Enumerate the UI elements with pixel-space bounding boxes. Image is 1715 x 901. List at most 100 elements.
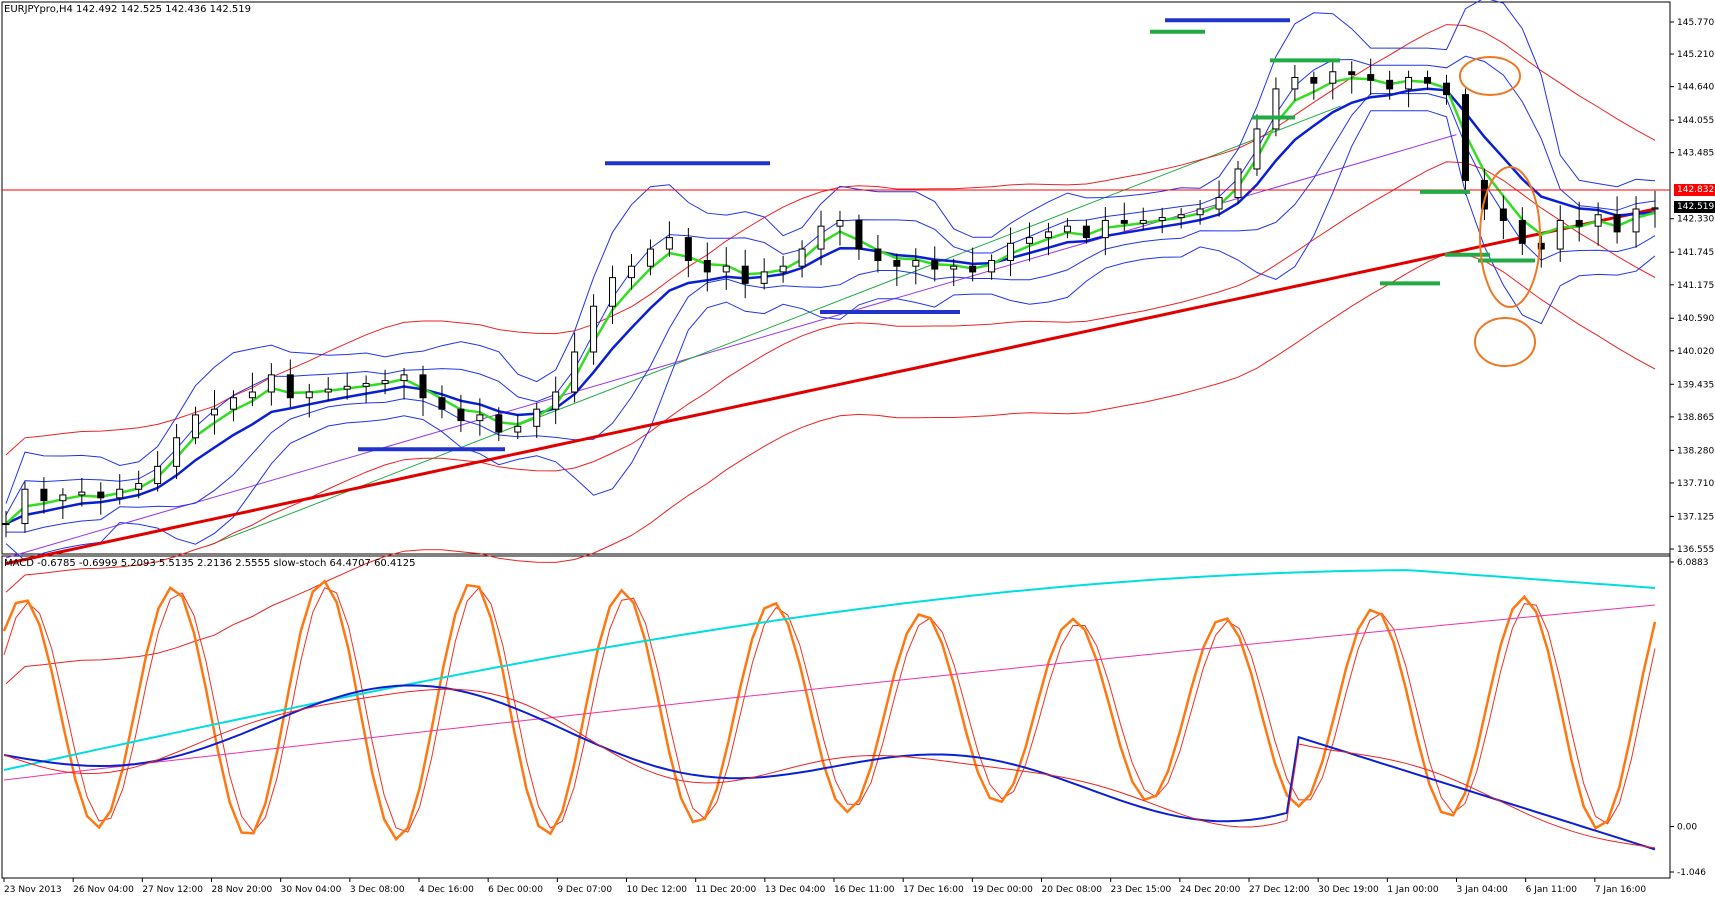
time-tick-label: 30 Dec 19:00 [1318, 885, 1379, 895]
candle-body [969, 265, 977, 273]
time-tick-label: 24 Dec 20:00 [1180, 885, 1241, 895]
band-upper-outer [5, 0, 1656, 504]
candle-body [1044, 231, 1052, 239]
candle-body [1291, 76, 1299, 90]
price-tick-label: 140.020 [1677, 347, 1714, 357]
candle-body [1196, 208, 1204, 216]
candle-body [135, 483, 143, 490]
price-tick-label: 136.555 [1677, 545, 1714, 555]
time-tick-label: 27 Nov 12:00 [142, 885, 203, 895]
time-tick-label: 20 Dec 08:00 [1042, 885, 1103, 895]
candle-body [798, 248, 806, 267]
candle-body [760, 271, 768, 284]
candle-body [1556, 219, 1564, 250]
candle-body [1253, 128, 1261, 170]
time-tick-label: 13 Dec 04:00 [765, 885, 826, 895]
candle-body [741, 265, 749, 284]
candle-body [779, 265, 787, 273]
symbol-info: EURJPYpro,H4 142.492 142.525 142.436 142… [4, 4, 251, 15]
envelope-upper [5, 24, 1656, 456]
candle-body [1026, 237, 1034, 244]
price-tick-label: 144.640 [1677, 83, 1714, 93]
time-tick-label: 28 Nov 20:00 [212, 885, 273, 895]
candle-body [229, 397, 237, 410]
current-price-tag: 142.519 [1674, 201, 1715, 213]
price-tick-label: 138.280 [1677, 446, 1714, 456]
candle-body [646, 248, 654, 267]
stoch-signal-line [3, 586, 1656, 833]
candle-body [1443, 82, 1451, 96]
candles [2, 58, 1659, 538]
price-tick-label: 137.125 [1677, 512, 1714, 522]
candle-body [40, 488, 48, 502]
overlay-lines [5, 0, 1656, 685]
candle-body [1499, 208, 1507, 221]
candle-body [1063, 225, 1071, 233]
price-tick-label: 139.435 [1677, 380, 1714, 390]
envelope-lower-outer [5, 252, 1656, 685]
indicator-lines [2, 569, 1657, 851]
candle-body [1575, 219, 1583, 227]
candle-body [1215, 197, 1223, 210]
candle-body [855, 219, 863, 250]
candle-body [438, 397, 446, 410]
price-tick-label: 141.175 [1677, 281, 1714, 291]
macd-main-line [3, 684, 1656, 851]
candle-body [305, 391, 313, 399]
candle-body [571, 351, 579, 393]
candle-body [703, 259, 711, 273]
candle-body [874, 248, 882, 261]
indicator-tick-label: 6.0883 [1677, 558, 1709, 568]
candle-body [457, 408, 465, 422]
candle-body [2, 523, 10, 526]
candle-body [192, 414, 200, 439]
ema-fast [5, 76, 1656, 525]
candle-body [97, 491, 105, 499]
candle-body [1405, 76, 1413, 90]
candle-body [533, 408, 541, 427]
candle-body [1594, 214, 1602, 227]
candle-body [817, 225, 825, 250]
candle-body [248, 391, 256, 399]
time-tick-label: 27 Dec 12:00 [1249, 885, 1310, 895]
time-tick-label: 1 Jan 00:00 [1387, 885, 1439, 895]
candle-body [590, 305, 598, 353]
time-tick-label: 10 Dec 12:00 [627, 885, 688, 895]
candle-body [59, 494, 67, 502]
candle-body [1480, 179, 1488, 210]
indicator-info: MACD -0.6785 -0.6999 5.2093 5.5135 2.213… [4, 558, 416, 569]
candle-body [552, 391, 560, 410]
trendline-purple [5, 134, 1457, 559]
candle-body [1234, 168, 1242, 199]
candle-body [78, 491, 86, 496]
annotations [1459, 56, 1541, 367]
candle-body [1632, 208, 1640, 233]
band-lower-inner [6, 93, 1656, 533]
band-lower-outer [5, 110, 1656, 562]
markers [358, 18, 1535, 452]
time-tick-label: 9 Dec 07:00 [557, 885, 612, 895]
candle-body [210, 408, 218, 416]
candle-body [1518, 219, 1526, 244]
candle-body [324, 388, 332, 393]
time-tick-label: 4 Dec 16:00 [419, 885, 474, 895]
candle-body [665, 237, 673, 250]
candle-body [1613, 214, 1621, 233]
candle-body [836, 219, 844, 227]
time-tick-label: 16 Dec 11:00 [834, 885, 895, 895]
candle-body [343, 385, 351, 390]
macd-signal-line [3, 569, 1656, 771]
candle-body [1139, 219, 1147, 224]
price-axis-labels: 145.770 145.210 144.640 144.055 143.485 142.3… [1670, 18, 1714, 555]
candle-body [1120, 219, 1128, 224]
candle-body [267, 374, 275, 393]
candle-body [1424, 76, 1432, 84]
macd-red-line [3, 688, 1656, 849]
main-pane-frame [1, 1, 1671, 555]
candle-body [1310, 76, 1318, 84]
candle-body [154, 465, 162, 485]
indicator-tick-label: -1.046 [1677, 868, 1706, 878]
candle-body [684, 237, 692, 261]
